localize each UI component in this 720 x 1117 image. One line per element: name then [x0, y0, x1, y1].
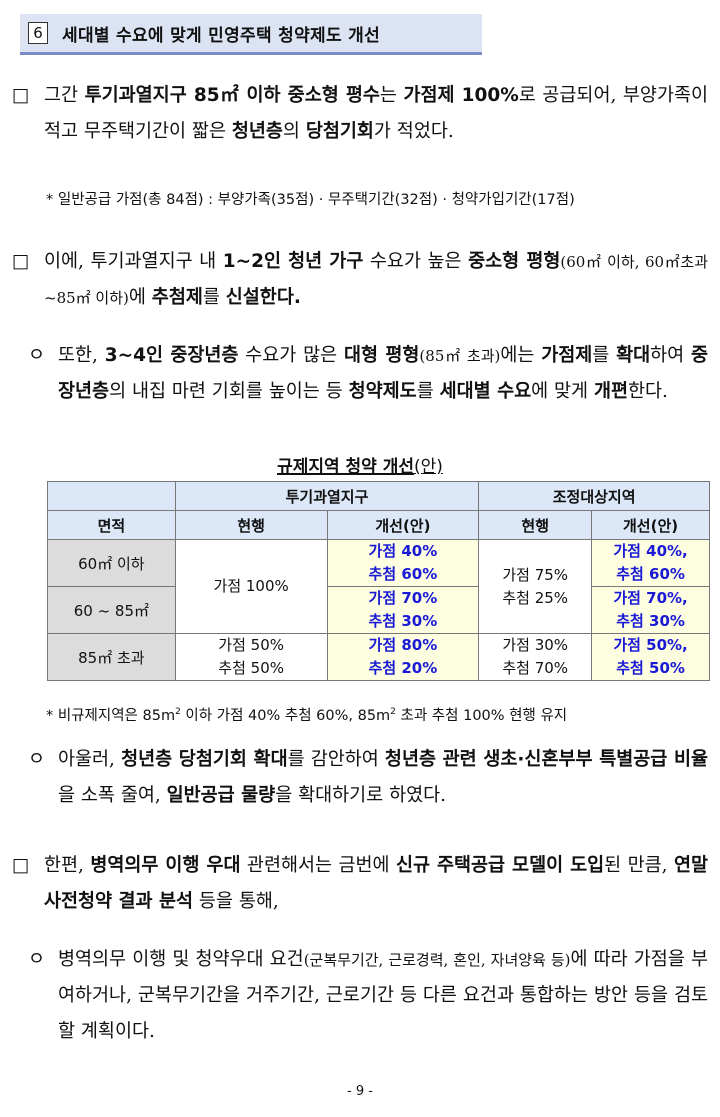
table-cell-current: 가점 100%: [174, 539, 328, 634]
table-corner: [47, 481, 176, 511]
table-cell-area: 60㎡ 이하: [47, 539, 176, 587]
table-cell-area: 60 ~ 85㎡: [47, 586, 176, 634]
table-cell-improved: 가점 40% 추첨 60%: [326, 539, 480, 587]
paragraph-3: 또한, 3~4인 중장년층 수요가 많은 대형 평형(85㎡ 초과)에는 가점제…: [58, 345, 708, 402]
page-number: - 9 -: [347, 1084, 373, 1099]
table-cell-current: 가점 50% 추첨 50%: [174, 633, 328, 681]
table-cell-improved: 가점 70%, 추첨 30%: [591, 586, 710, 634]
col-header-current: 현행: [478, 510, 593, 540]
paragraph-4: 아울러, 청년층 당첨기회 확대를 감안하여 청년층 관련 생초·신혼부부 특별…: [58, 749, 708, 806]
square-bullet: □: [12, 251, 30, 272]
table-cell-current: 가점 75% 추첨 25%: [478, 539, 593, 634]
section-number: 6: [28, 22, 48, 44]
col-header-improved: 개선(안): [591, 510, 710, 540]
col-header-improved: 개선(안): [326, 510, 480, 540]
footnote-nonregulated: * 비규제지역은 85m2 이하 가점 40% 추첨 60%, 85m2 초과 …: [46, 707, 568, 724]
regulation-table: 투기과열지구 조정대상지역 면적 현행 개선(안) 현행 개선(안) 60㎡ 이…: [47, 481, 710, 681]
group-header-overheated: 투기과열지구: [174, 481, 480, 511]
square-bullet: □: [12, 855, 30, 876]
table-cell-area: 85㎡ 초과: [47, 633, 176, 681]
table-cell-improved: 가점 70% 추첨 30%: [326, 586, 480, 634]
section-header: 6 세대별 수요에 맞게 민영주택 청약제도 개선: [20, 14, 482, 55]
circle-bullet: ㅇ: [28, 749, 46, 770]
table-cell-improved: 가점 40%, 추첨 60%: [591, 539, 710, 587]
paragraph-6: 병역의무 이행 및 청약우대 요건(군복무기간, 근로경력, 혼인, 자녀양육 …: [58, 949, 708, 1042]
footnote-points: * 일반공급 가점(총 84점) : 부양가족(35점) · 무주택기간(32점…: [46, 192, 575, 208]
col-header-area: 면적: [47, 510, 176, 540]
table-title: 규제지역 청약 개선(안): [277, 457, 443, 477]
group-header-adjusted: 조정대상지역: [478, 481, 710, 511]
paragraph-2: 이에, 투기과열지구 내 1~2인 청년 가구 수요가 높은 중소형 평형(60…: [44, 251, 708, 308]
circle-bullet: ㅇ: [28, 345, 46, 366]
paragraph-5: 한편, 병역의무 이행 우대 관련해서는 금번에 신규 주택공급 모델이 도입된…: [44, 855, 709, 912]
table-cell-improved: 가점 80% 추첨 20%: [326, 633, 480, 681]
section-title: 세대별 수요에 맞게 민영주택 청약제도 개선: [62, 25, 381, 46]
col-header-current: 현행: [174, 510, 328, 540]
paragraph-1: 그간 투기과열지구 85㎡ 이하 중소형 평수는 가점제 100%로 공급되어,…: [44, 85, 708, 142]
circle-bullet: ㅇ: [28, 949, 46, 970]
square-bullet: □: [12, 85, 30, 106]
table-cell-current: 가점 30% 추첨 70%: [478, 633, 593, 681]
table-cell-improved: 가점 50%, 추첨 50%: [591, 633, 710, 681]
